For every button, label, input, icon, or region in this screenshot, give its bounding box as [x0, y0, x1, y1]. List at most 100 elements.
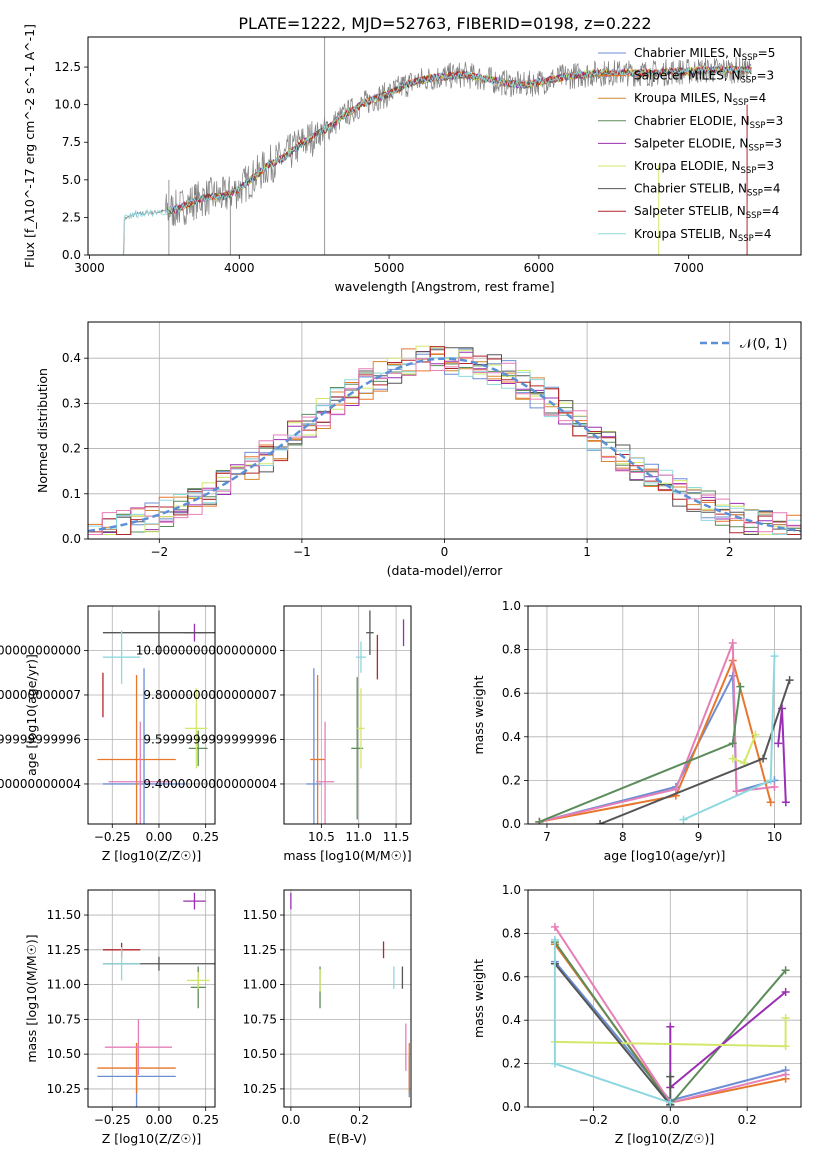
residual-histogram [88, 356, 801, 535]
panel-residuals: −2 −1 0 1 2 0.0 0.1 0.2 0.3 0.4 (data-model)/error… [35, 321, 802, 578]
model-spectrum-line [122, 65, 752, 255]
x-axis-label: (data-model)/error [387, 563, 504, 578]
y-tick-label: 0.2 [502, 773, 521, 787]
y-tick-label: 1.0 [502, 883, 521, 897]
panel-spectrum: 3000 4000 5000 6000 7000 0.0 2.5 5.0 7.5 10.0 12.5… [22, 24, 802, 294]
weight-point-marker [666, 1022, 675, 1031]
error-bar-point [97, 1043, 176, 1094]
x-tick-label: −1 [293, 545, 311, 559]
x-tick-label: 0 [441, 545, 449, 559]
error-bar-point [366, 610, 374, 655]
y-tick-label: 10.75 [47, 1012, 81, 1026]
legend-subscript: SSP [738, 234, 754, 244]
x-tick-label: 5000 [374, 261, 405, 275]
y-axis-label: mass weight [471, 675, 486, 754]
legend-label-rest: =3 [756, 159, 774, 173]
x-tick-label: 7000 [673, 261, 704, 275]
y-tick-label: 5.0 [62, 173, 81, 187]
error-bar-point [185, 688, 208, 769]
error-bar-point [306, 668, 322, 824]
legend-label: Chabrier ELODIE, NSSP=3 [634, 114, 783, 131]
x-axis-label: age [log10(age/yr)] [604, 848, 726, 863]
y-tick-label: 9.8000000000000007 [143, 688, 277, 702]
panel-weight_vs_age: 7 8 9 10 0.0 0.2 0.4 0.6 0.8 1.0 age [log10(age/yr… [471, 599, 802, 863]
error-bar-point [188, 730, 208, 767]
y-axis-label: mass [log10(M/M☉)] [24, 934, 39, 1062]
weight-series-line [539, 657, 772, 823]
weight-point-marker [596, 820, 605, 824]
legend-subscript: SSP [742, 53, 758, 63]
y-tick-label: 10.50 [47, 1047, 81, 1061]
legend-label: Kroupa STELIB, NSSP=4 [634, 227, 772, 244]
y-tick-label: 0.4 [502, 730, 521, 744]
y-tick-label: 11.50 [243, 908, 277, 922]
weight-point-marker [728, 739, 737, 748]
y-tick-label: 9.5999999999999996 [0, 732, 81, 746]
y-tick-label: 0.2 [502, 1057, 521, 1071]
weight-point-marker [671, 785, 680, 794]
weight-point-marker [785, 676, 794, 685]
y-tick-label: 10.0000000000000000 [0, 643, 81, 657]
legend-label: 𝒩(0, 1) [740, 337, 787, 352]
error-bar-point [357, 688, 365, 769]
figure-title: PLATE=1222, MJD=52763, FIBERID=0198, z=0… [238, 14, 651, 33]
x-tick-label: 9 [695, 830, 703, 844]
legend-subscript: SSP [741, 76, 757, 86]
y-tick-label: 0.1 [62, 487, 81, 501]
axes-frame [283, 605, 412, 825]
error-bar-point [102, 630, 141, 684]
weight-point-marker [679, 815, 688, 824]
legend-label: Salpeter STELIB, NSSP=4 [634, 204, 779, 221]
axes-frame [87, 321, 802, 540]
plot-body [88, 890, 215, 1107]
y-axis-label: age [log10(age/yr)] [24, 654, 39, 776]
y-axis-label: Normed distribution [35, 368, 50, 493]
y-tick-label: 0.8 [502, 643, 521, 657]
x-tick-label: 2 [726, 545, 734, 559]
y-tick-label: 0.0 [62, 532, 81, 546]
y-tick-label: 0.8 [502, 926, 521, 940]
axes-frame [87, 36, 802, 256]
y-tick-label: 10.25 [243, 1082, 277, 1096]
error-bar-point [316, 721, 335, 824]
legend-subscript: SSP [750, 121, 766, 131]
legend-label: Salpeter MILES, NSSP=3 [634, 69, 774, 86]
weight-point-marker [766, 798, 775, 807]
x-tick-label: −0.2 [579, 1113, 608, 1127]
x-tick-label: 0.25 [192, 1113, 219, 1127]
weight-series-line [683, 656, 776, 821]
x-tick-label: 0.00 [146, 830, 173, 844]
x-tick-label: 0.0 [281, 1113, 300, 1127]
plot-body [284, 606, 411, 824]
plot-body [122, 37, 752, 255]
x-tick-label: 8 [619, 830, 627, 844]
legend-label-rest: =4 [749, 91, 767, 105]
y-tick-label: 9.4000000000000004 [0, 777, 81, 791]
weight-point-marker [728, 639, 737, 648]
x-tick-label: 0.25 [192, 830, 219, 844]
x-axis-label: E(B-V) [328, 1131, 367, 1146]
panel-age_vs_mass: 10.5 11.0 11.5 9.4000000000000004 9.59999999… [136, 605, 412, 863]
weight-point-marker [774, 739, 783, 748]
y-tick-label: 0.4 [62, 351, 81, 365]
y-tick-label: 11.50 [47, 908, 81, 922]
y-tick-label: 0.6 [502, 686, 521, 700]
legend-label-rest: =3 [766, 114, 784, 128]
legend-label: Chabrier MILES, NSSP=5 [634, 46, 775, 63]
legend-label-rest: =5 [758, 46, 776, 60]
weight-point-marker [781, 987, 790, 996]
legend-label: Chabrier STELIB, NSSP=4 [634, 182, 781, 199]
weight-point-marker [770, 652, 779, 661]
weight-point-marker [732, 787, 741, 796]
x-axis-label: Z [log10(Z/Z☉)] [615, 1131, 715, 1146]
weight-point-marker [666, 1098, 675, 1107]
x-tick-label: 10.5 [308, 830, 335, 844]
y-tick-label: 0.0 [502, 817, 521, 831]
weight-series-line [669, 991, 787, 1090]
x-tick-label: 1 [583, 545, 591, 559]
legend-label: Kroupa MILES, NSSP=4 [634, 91, 766, 108]
weight-point-marker [766, 776, 775, 785]
error-bar-point [310, 674, 326, 824]
weight-point-marker [550, 935, 559, 944]
weight-point-marker [759, 754, 768, 763]
